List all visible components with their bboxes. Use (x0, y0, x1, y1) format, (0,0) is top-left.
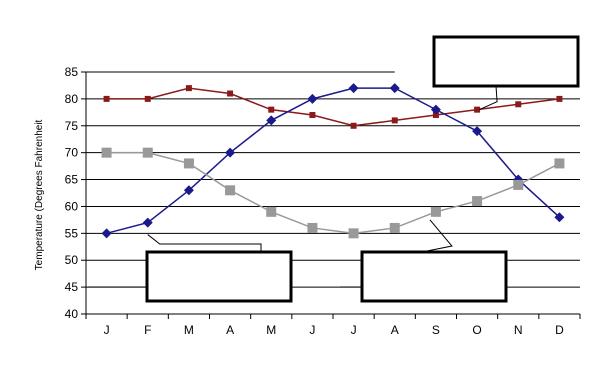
x-tick-label: M (184, 323, 194, 337)
y-tick-label: 65 (65, 173, 79, 187)
data-point (432, 112, 439, 119)
y-tick-label: 50 (65, 253, 79, 267)
series-line (106, 87, 560, 235)
data-point (142, 147, 153, 158)
data-point (515, 101, 522, 108)
y-tick-label: 45 (65, 280, 79, 294)
data-point (227, 90, 234, 97)
data-point (144, 95, 151, 102)
data-point (513, 179, 524, 190)
x-tick-label: S (432, 323, 440, 337)
data-point (307, 93, 318, 104)
callout-leader (421, 219, 453, 253)
data-point (350, 122, 357, 129)
data-point (389, 83, 400, 94)
data-point (268, 106, 275, 113)
y-tick-label: 40 (65, 307, 79, 321)
data-point (554, 158, 565, 169)
x-tick-label: N (514, 323, 523, 337)
y-tick-label: 80 (65, 92, 79, 106)
data-point (430, 206, 441, 217)
x-tick-label: D (555, 323, 564, 337)
series-line (106, 151, 560, 235)
x-tick-label: M (266, 323, 276, 337)
y-tick-label: 60 (65, 199, 79, 213)
callout-box (145, 250, 293, 303)
data-point (103, 95, 110, 102)
data-point (266, 206, 277, 217)
series-layer (101, 83, 565, 239)
annotation-layer (145, 35, 580, 303)
data-point (348, 228, 359, 239)
data-point (309, 112, 316, 119)
x-tick-label: A (226, 323, 234, 337)
y-tick-label: 70 (65, 146, 79, 160)
data-point (266, 115, 277, 126)
data-point (142, 217, 153, 228)
data-point (472, 126, 483, 137)
x-tick-label: J (104, 323, 110, 337)
callout-leader (478, 85, 498, 111)
data-point (556, 95, 563, 102)
data-point (472, 196, 483, 207)
data-point (225, 147, 236, 158)
callout-box (432, 35, 580, 88)
data-point (185, 85, 192, 92)
tick-labels: 40 45 50 55 60 65 70 75 80 85 J F M A M J J A S O N D (65, 65, 564, 337)
x-tick-label: F (144, 323, 151, 337)
callout-box (360, 250, 508, 303)
data-point (225, 185, 236, 196)
axes (81, 71, 581, 319)
x-tick-label: J (351, 323, 357, 337)
data-point (348, 83, 359, 94)
data-point (474, 106, 481, 113)
data-point (183, 158, 194, 169)
y-tick-label: 55 (65, 226, 79, 240)
callout-leader (147, 234, 262, 252)
data-point (554, 212, 565, 223)
data-point (183, 185, 194, 196)
x-tick-label: O (472, 323, 481, 337)
y-tick-label: 75 (65, 119, 79, 133)
y-axis-label: Temperature (Degrees Fahrenheit (34, 119, 45, 270)
x-tick-label: A (391, 323, 399, 337)
y-tick-label: 85 (65, 65, 79, 79)
data-point (101, 228, 112, 239)
data-point (391, 117, 398, 124)
data-point (101, 147, 112, 158)
x-tick-label: J (309, 323, 315, 337)
data-point (430, 104, 441, 115)
data-point (307, 222, 318, 233)
series-line (106, 87, 560, 127)
data-point (389, 222, 400, 233)
